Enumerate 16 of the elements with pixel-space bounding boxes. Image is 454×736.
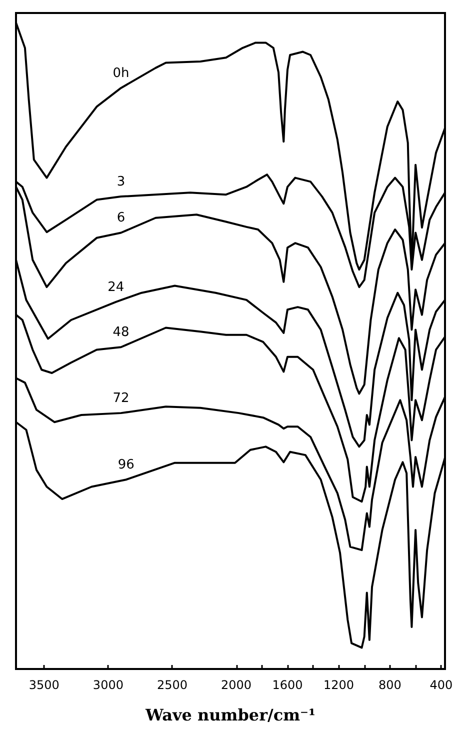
x-tick-label: 800: [378, 678, 402, 692]
x-tick-label: 2500: [156, 678, 188, 692]
series-label: 96: [118, 458, 134, 473]
x-tick-label: 2000: [220, 678, 252, 692]
series-label: 0h: [112, 66, 130, 81]
series-label: 3: [116, 174, 126, 190]
series-label: 24: [108, 280, 124, 295]
x-tick-label: 1200: [323, 678, 354, 692]
x-tick-label: 3500: [28, 678, 60, 692]
x-tick-label: 3000: [92, 678, 124, 692]
x-tick-label: 1600: [272, 678, 303, 692]
series-label: 72: [112, 391, 130, 406]
series-label: 48: [112, 325, 130, 340]
series-label: 6: [116, 210, 126, 226]
x-axis-title: Wave number/cm⁻¹: [144, 706, 316, 724]
x-tick-label: 400: [430, 678, 453, 692]
